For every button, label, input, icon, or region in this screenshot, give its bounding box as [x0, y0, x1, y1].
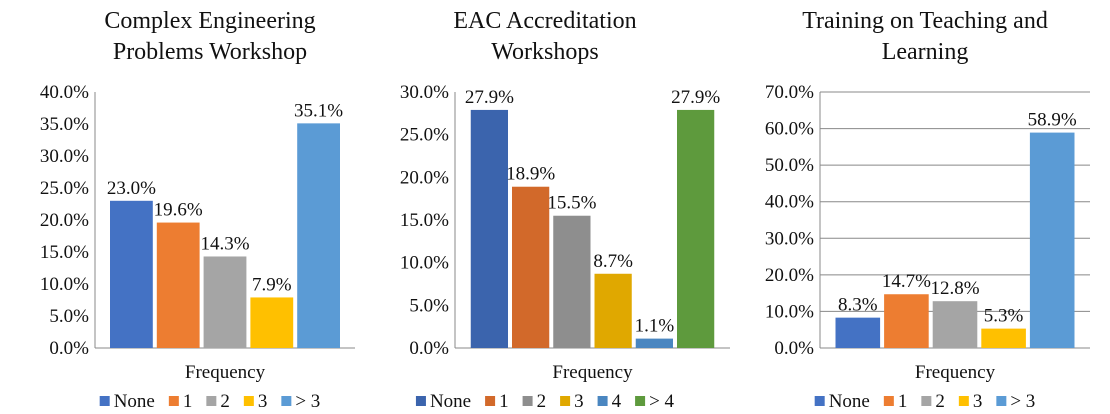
y-tick-label: 5.0%: [49, 306, 89, 327]
y-tick-label: 0.0%: [409, 338, 449, 359]
value-label: 5.3%: [984, 306, 1024, 327]
chart-title: Complex Engineering: [104, 8, 315, 34]
y-tick-label: 15.0%: [40, 242, 89, 263]
legend-swatch: [597, 396, 608, 406]
legend-swatch: [814, 396, 825, 406]
y-tick-label: 40.0%: [40, 82, 89, 103]
y-tick-label: 25.0%: [40, 178, 89, 199]
legend-label: None: [114, 391, 155, 412]
legend-swatch: [99, 396, 110, 406]
y-tick-label: 10.0%: [40, 274, 89, 295]
legend-swatch: [281, 396, 292, 406]
legend-label: 3: [973, 391, 983, 412]
y-tick-label: 20.0%: [765, 265, 814, 286]
chart-title: Workshops: [491, 39, 598, 65]
y-tick-label: 40.0%: [765, 192, 814, 213]
legend-label: None: [430, 391, 471, 412]
value-label: 35.1%: [294, 100, 343, 121]
x-axis-label: Frequency: [185, 362, 266, 383]
bar: [470, 109, 508, 348]
value-label: 19.6%: [154, 200, 203, 221]
legend-label: None: [829, 391, 870, 412]
y-tick-label: 30.0%: [40, 146, 89, 167]
value-label: 58.9%: [1028, 110, 1077, 131]
bar: [203, 256, 247, 348]
y-tick-label: 5.0%: [409, 295, 449, 316]
legend-label: 2: [935, 391, 945, 412]
bar: [932, 301, 978, 348]
y-tick-label: 0.0%: [49, 338, 89, 359]
x-axis-label: Frequency: [552, 362, 633, 383]
value-label: 23.0%: [107, 178, 156, 199]
value-label: 27.9%: [465, 87, 514, 108]
y-tick-label: 10.0%: [765, 301, 814, 322]
bar: [884, 294, 929, 348]
value-label: 8.3%: [838, 295, 878, 316]
legend-label: 2: [537, 391, 547, 412]
bar: [594, 273, 632, 348]
legend-label: 2: [220, 391, 230, 412]
legend-swatch: [635, 396, 646, 406]
value-label: 8.7%: [593, 251, 633, 272]
x-axis-label: Frequency: [915, 362, 996, 383]
bar: [1029, 132, 1075, 348]
y-tick-label: 15.0%: [400, 210, 449, 231]
legend-swatch: [485, 396, 496, 406]
legend-swatch: [168, 396, 179, 406]
bar: [250, 297, 294, 348]
value-label: 7.9%: [252, 274, 292, 295]
chart-title: EAC Accreditation: [453, 8, 636, 34]
y-tick-label: 20.0%: [40, 210, 89, 231]
legend-swatch: [958, 396, 969, 406]
bar: [835, 317, 881, 348]
y-tick-label: 30.0%: [400, 82, 449, 103]
chart-title: Problems Workshop: [113, 39, 307, 65]
y-tick-label: 35.0%: [40, 114, 89, 135]
y-tick-label: 10.0%: [400, 253, 449, 274]
value-label: 14.7%: [882, 271, 931, 292]
chart-title: Learning: [882, 39, 969, 65]
legend-swatch: [996, 396, 1007, 406]
legend-swatch: [560, 396, 571, 406]
value-label: 15.5%: [547, 193, 596, 214]
value-label: 27.9%: [671, 87, 720, 108]
legend-swatch: [522, 396, 533, 406]
legend-swatch: [206, 396, 217, 406]
legend-swatch: [415, 396, 426, 406]
bar: [677, 109, 715, 348]
y-tick-label: 60.0%: [765, 119, 814, 140]
legend-label: 4: [612, 391, 622, 412]
legend-swatch: [243, 396, 254, 406]
legend-label: > 3: [1010, 391, 1035, 412]
legend-label: > 3: [295, 391, 320, 412]
value-label: 1.1%: [635, 316, 675, 337]
legend-label: > 4: [649, 391, 674, 412]
bar: [110, 200, 153, 348]
y-tick-label: 70.0%: [765, 82, 814, 103]
legend-label: 3: [258, 391, 268, 412]
y-tick-label: 50.0%: [765, 155, 814, 176]
chart-title: Training on Teaching and: [802, 8, 1048, 34]
bar: [297, 123, 340, 348]
bar: [981, 328, 1026, 348]
legend-label: 1: [499, 391, 509, 412]
bar: [553, 215, 591, 348]
bar: [156, 222, 200, 348]
y-tick-label: 0.0%: [774, 338, 814, 359]
legend-label: 3: [574, 391, 584, 412]
value-label: 12.8%: [930, 278, 979, 299]
value-label: 14.3%: [200, 233, 249, 254]
bar: [512, 186, 550, 348]
y-tick-label: 30.0%: [765, 228, 814, 249]
bar: [635, 338, 673, 348]
y-tick-label: 25.0%: [400, 125, 449, 146]
legend-label: 1: [183, 391, 193, 412]
legend-label: 1: [898, 391, 908, 412]
legend-swatch: [921, 396, 932, 406]
legend-swatch: [883, 396, 894, 406]
y-tick-label: 20.0%: [400, 167, 449, 188]
value-label: 18.9%: [506, 164, 555, 185]
